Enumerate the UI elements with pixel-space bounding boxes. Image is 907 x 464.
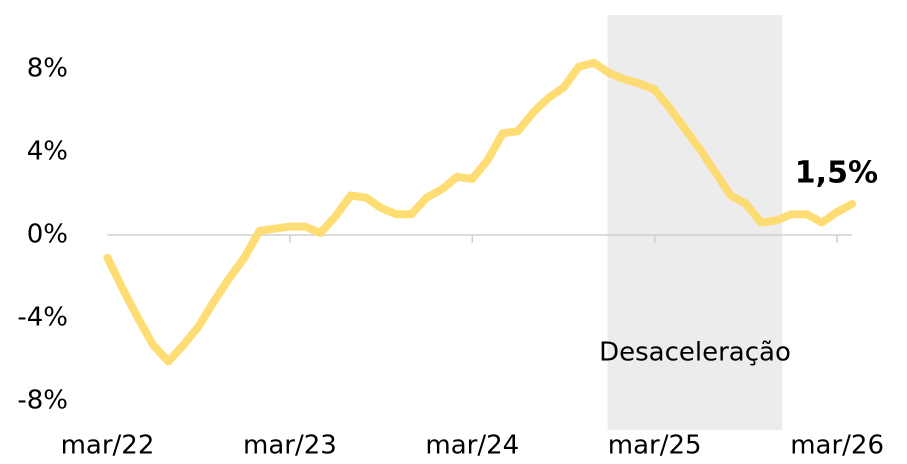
shade-label: Desaceleração	[599, 338, 791, 368]
end-label: 1,5%	[795, 155, 878, 190]
y-tick-label: -8%	[17, 385, 68, 415]
y-tick-label: -4%	[17, 302, 68, 332]
x-tick-label: mar/22	[61, 431, 155, 461]
x-tick-label: mar/25	[608, 431, 702, 461]
y-tick-label: 8%	[27, 53, 68, 83]
data-line	[103, 58, 857, 366]
x-tick-label: mar/23	[243, 431, 337, 461]
x-tick-label: mar/26	[790, 431, 884, 461]
x-tick-label: mar/24	[425, 431, 519, 461]
y-tick-label: 0%	[27, 219, 68, 249]
y-tick-label: 4%	[27, 136, 68, 166]
